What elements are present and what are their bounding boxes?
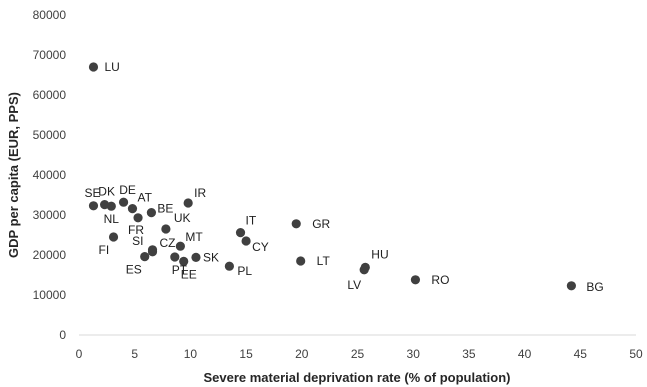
data-point-uk — [161, 224, 171, 234]
y-tick-label: 10000 — [33, 288, 67, 302]
y-tick-label: 0 — [59, 328, 66, 342]
data-point-sk — [191, 252, 201, 262]
data-label-mt: MT — [185, 230, 203, 244]
data-label-fi: FI — [99, 243, 110, 257]
data-label-dk: DK — [98, 185, 115, 199]
data-point-bg — [566, 281, 576, 291]
data-label-bg: BG — [586, 280, 603, 294]
x-axis-title: Severe material deprivation rate (% of p… — [203, 370, 510, 385]
data-point-gr — [291, 219, 301, 229]
data-point-pt — [170, 252, 180, 262]
data-point-lt — [296, 256, 306, 266]
data-point-pl — [224, 261, 234, 271]
data-label-pt: PT — [172, 263, 188, 277]
data-point-es — [140, 252, 150, 262]
data-label-cz: CZ — [160, 236, 176, 250]
data-point-at — [127, 204, 138, 214]
y-tick-label: 30000 — [33, 208, 67, 222]
x-tick-label: 30 — [407, 347, 421, 361]
data-label-hu: HU — [371, 247, 388, 261]
x-tick-label: 45 — [574, 347, 588, 361]
data-label-fr: FR — [128, 223, 144, 237]
data-point-cz — [147, 247, 158, 257]
data-point-fi — [108, 232, 119, 242]
data-point-lv — [359, 265, 369, 275]
data-point-ir — [183, 198, 193, 208]
x-tick-label: 50 — [629, 347, 643, 361]
data-point-fr — [133, 213, 143, 223]
x-tick-label: 25 — [351, 347, 365, 361]
y-tick-label: 50000 — [33, 128, 67, 142]
data-label-sk: SK — [203, 250, 219, 264]
x-axis-ticks: 0 5 10 15 20 25 30 35 40 45 50 — [76, 347, 643, 361]
data-label-si: SI — [132, 234, 143, 248]
data-point-nl — [106, 201, 116, 211]
data-label-se: SE — [84, 186, 100, 200]
data-label-gr: GR — [312, 217, 330, 231]
data-point-it — [235, 228, 246, 238]
data-label-uk: UK — [174, 211, 191, 225]
y-axis-title: GDP per capita (EUR, PPS) — [6, 92, 21, 258]
x-tick-label: 20 — [295, 347, 309, 361]
data-point-lu — [88, 62, 99, 72]
x-tick-label: 40 — [518, 347, 532, 361]
data-point-mt — [175, 241, 185, 251]
y-tick-label: 60000 — [33, 88, 67, 102]
data-label-it: IT — [246, 214, 257, 228]
data-point-ee — [179, 256, 189, 266]
data-label-ir: IR — [194, 186, 206, 200]
x-tick-label: 5 — [131, 347, 138, 361]
data-point-de — [118, 197, 129, 207]
data-points — [88, 62, 576, 291]
x-tick-label: 10 — [184, 347, 198, 361]
data-label-pl: PL — [237, 264, 252, 278]
x-tick-label: 35 — [462, 347, 476, 361]
data-label-cy: CY — [252, 240, 269, 254]
data-label-es: ES — [126, 263, 142, 277]
data-label-be: BE — [157, 202, 173, 216]
y-tick-label: 70000 — [33, 48, 67, 62]
y-tick-label: 80000 — [33, 8, 67, 22]
data-point-cy — [241, 236, 251, 246]
data-label-nl: NL — [104, 212, 120, 226]
data-label-lv: LV — [347, 278, 361, 292]
data-point-se — [88, 201, 99, 211]
y-tick-label: 20000 — [33, 248, 67, 262]
data-label-ee: EE — [181, 267, 197, 281]
data-label-de: DE — [119, 183, 136, 197]
data-label-at: AT — [137, 191, 152, 205]
data-label-lt: LT — [317, 254, 331, 268]
y-tick-label: 40000 — [33, 168, 67, 182]
data-point-be — [146, 208, 157, 218]
x-tick-label: 15 — [239, 347, 253, 361]
data-label-ro: RO — [431, 273, 449, 287]
x-tick-label: 0 — [76, 347, 83, 361]
y-axis-ticks: 0 10000 20000 30000 40000 50000 60000 70000 8000… — [33, 8, 67, 342]
data-point-ro — [410, 275, 421, 285]
data-label-lu: LU — [104, 60, 119, 74]
